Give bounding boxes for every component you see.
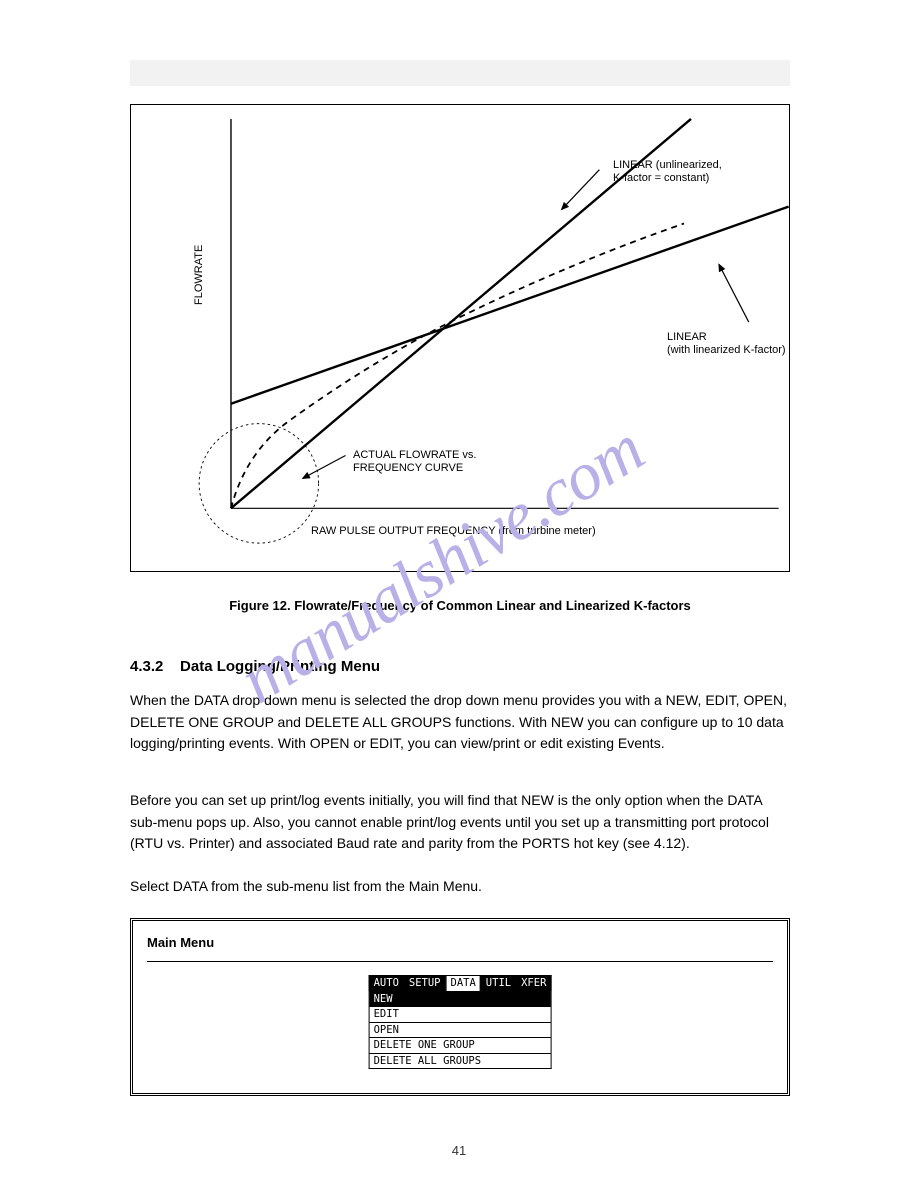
figure-caption: Figure 12. Flowrate/Frequency of Common … — [130, 596, 790, 616]
lcd-menu: AUTO SETUP DATA UTIL XFER NEW EDIT OPEN … — [369, 975, 552, 1069]
lcd-item-open[interactable]: OPEN — [370, 1022, 551, 1038]
lcd-item-edit[interactable]: EDIT — [370, 1006, 551, 1022]
callout-line: (with linearized K-factor) — [667, 344, 786, 356]
lcd-tab-auto[interactable]: AUTO — [369, 975, 404, 991]
section-heading: 4.3.2 Data Logging/Printing Menu — [130, 655, 790, 678]
section-number: 4.3.2 — [130, 658, 163, 675]
paragraph-2: Before you can set up print/log events i… — [130, 790, 790, 855]
chart-callout-steep: LINEAR (unlinearized, K-factor = constan… — [613, 159, 722, 185]
section-title: Data Logging/Printing Menu — [180, 658, 380, 675]
flowrate-chart: FLOWRATE RAW PULSE OUTPUT FREQUENCY (fro… — [130, 104, 790, 572]
menu-divider — [147, 961, 773, 962]
callout-line: LINEAR — [667, 331, 707, 343]
lcd-menu-items: NEW EDIT OPEN DELETE ONE GROUP DELETE AL… — [369, 991, 552, 1070]
lcd-item-delete-all[interactable]: DELETE ALL GROUPS — [370, 1053, 551, 1069]
menu-heading: Main Menu — [147, 935, 214, 950]
lcd-item-delete-one[interactable]: DELETE ONE GROUP — [370, 1037, 551, 1053]
lcd-menu-tabs: AUTO SETUP DATA UTIL XFER — [369, 975, 552, 991]
callout-line: ACTUAL FLOWRATE vs. — [353, 449, 476, 461]
page-number: 41 — [0, 1143, 918, 1158]
chart-xlabel: RAW PULSE OUTPUT FREQUENCY (from turbine… — [311, 525, 596, 538]
paragraph-3: Select DATA from the sub-menu list from … — [130, 876, 790, 898]
callout-line: K-factor = constant) — [613, 172, 709, 184]
lcd-tab-data[interactable]: DATA — [446, 975, 481, 991]
paragraph-1: When the DATA drop down menu is selected… — [130, 690, 790, 755]
callout-line: FREQUENCY CURVE — [353, 462, 463, 474]
lcd-tab-setup[interactable]: SETUP — [404, 975, 446, 991]
chart-callout-shallow: LINEAR (with linearized K-factor) — [667, 331, 786, 357]
chart-ylabel: FLOWRATE — [193, 245, 206, 305]
chart-callout-actual: ACTUAL FLOWRATE vs. FREQUENCY CURVE — [353, 449, 476, 475]
lcd-tab-xfer[interactable]: XFER — [516, 975, 551, 991]
header-bar — [130, 60, 790, 86]
lcd-tab-util[interactable]: UTIL — [481, 975, 516, 991]
menu-panel: Main Menu AUTO SETUP DATA UTIL XFER NEW … — [130, 918, 790, 1096]
lcd-item-new[interactable]: NEW — [370, 991, 551, 1007]
callout-line: LINEAR (unlinearized, — [613, 159, 722, 171]
